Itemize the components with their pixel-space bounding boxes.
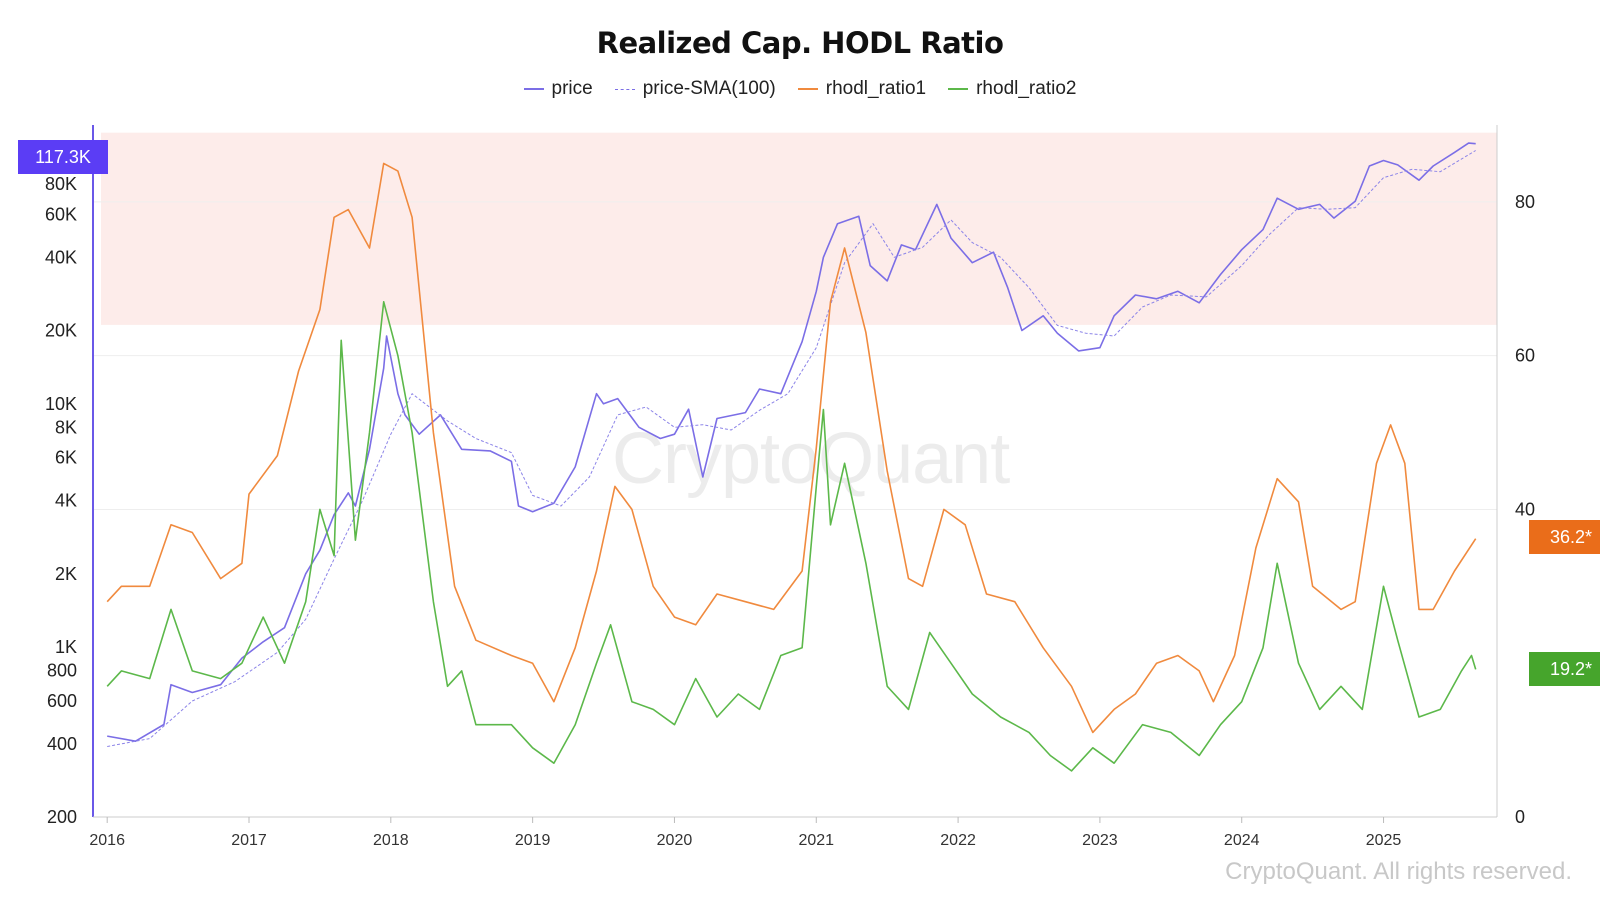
price-last-badge: 117.3K	[18, 140, 108, 174]
chart-legend: price price-SMA(100) rhodl_ratio1 rhodl_…	[0, 78, 1600, 100]
x-tick-label-1: 2017	[231, 832, 267, 849]
legend-label-rhodl2: rhodl_ratio2	[976, 78, 1077, 99]
left-tick-label-6: 8K	[55, 417, 77, 437]
right-tick-label-3: 0	[1515, 807, 1525, 827]
x-tick-label-5: 2021	[798, 832, 834, 849]
left-tick-label-14: 200	[47, 807, 77, 827]
left-tick-label-4: 20K	[45, 321, 77, 341]
right-tick-label-2: 40	[1515, 499, 1535, 519]
x-tick-label-8: 2024	[1224, 832, 1260, 849]
left-tick-label-11: 800	[47, 661, 77, 681]
left-tick-label-8: 4K	[55, 491, 77, 511]
series-line-price	[107, 142, 1476, 742]
legend-swatch-sma	[614, 88, 635, 90]
legend-item-price[interactable]: price	[523, 78, 593, 100]
legend-swatch-rhodl1	[797, 88, 818, 90]
legend-swatch-rhodl2	[948, 88, 969, 90]
right-tick-label-0: 80	[1515, 192, 1535, 212]
legend-item-rhodl1[interactable]: rhodl_ratio1	[797, 78, 927, 100]
left-tick-label-13: 400	[47, 734, 77, 754]
x-tick-label-7: 2023	[1082, 832, 1118, 849]
left-tick-label-2: 60K	[45, 205, 77, 225]
watermark: CryptoQuant	[612, 419, 1010, 499]
x-tick-label-4: 2020	[657, 832, 693, 849]
left-tick-label-3: 40K	[45, 247, 77, 267]
rhodl1-last-badge: 36.2*	[1529, 520, 1600, 554]
left-tick-label-9: 2K	[55, 564, 77, 584]
left-tick-label-10: 1K	[55, 637, 77, 657]
x-tick-label-6: 2022	[940, 832, 976, 849]
legend-label-rhodl1: rhodl_ratio1	[825, 78, 927, 99]
high-zone-band	[101, 132, 1497, 325]
chart-title: Realized Cap. HODL Ratio	[596, 26, 1004, 60]
series-line-rhodl2	[106, 301, 1477, 772]
series-line-rhodl1	[106, 162, 1477, 734]
left-tick-label-12: 600	[47, 691, 77, 711]
legend-item-sma[interactable]: price-SMA(100)	[614, 78, 776, 100]
rhodl2-last-badge: 19.2*	[1529, 652, 1600, 686]
right-tick-label-1: 60	[1515, 346, 1535, 366]
legend-label-price: price	[551, 78, 593, 99]
series-line-sma	[107, 150, 1476, 747]
left-tick-label-7: 6K	[55, 448, 77, 468]
legend-item-rhodl2[interactable]: rhodl_ratio2	[948, 78, 1076, 100]
x-tick-label-2: 2018	[373, 832, 409, 849]
copyright-credit: CryptoQuant. All rights reserved.	[1225, 858, 1572, 885]
legend-swatch-price	[523, 88, 544, 90]
left-tick-label-1: 80K	[45, 174, 77, 194]
x-tick-label-0: 2016	[89, 832, 125, 849]
x-tick-label-9: 2025	[1366, 832, 1402, 849]
legend-label-sma: price-SMA(100)	[642, 78, 776, 99]
x-tick-label-3: 2019	[515, 832, 551, 849]
left-tick-label-5: 10K	[45, 394, 77, 414]
